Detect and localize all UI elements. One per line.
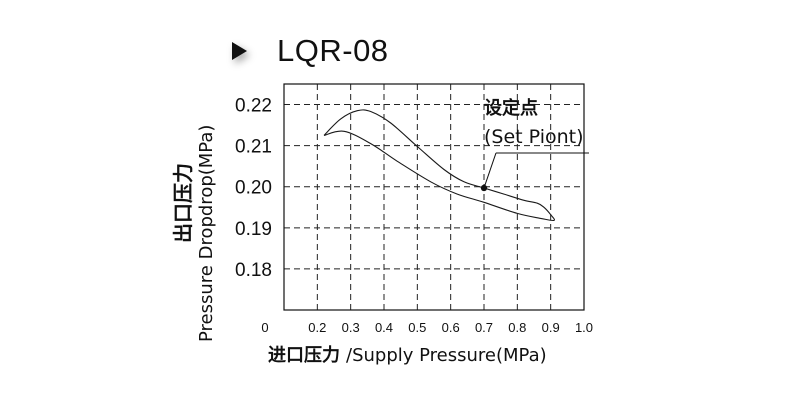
- chart-title-row: LQR-08: [232, 28, 389, 74]
- set-point-label-cn: 设定点: [484, 97, 538, 119]
- x-axis-title: 进口压力/Supply Pressure(MPa): [268, 345, 547, 366]
- y-axis-title-en: Pressure Dropdrop(MPa): [196, 125, 217, 342]
- y-axis-title: Pressure Dropdrop(MPa): [196, 125, 217, 342]
- x-tick-label: 0.8: [508, 320, 526, 335]
- plot-border: [283, 83, 585, 311]
- y-tick-label: 0.20: [235, 178, 272, 199]
- x-tick-labels: 0 0.2 0.3 0.4 0.5 0.6 0.7 0.8 0.9 1.0: [261, 320, 593, 335]
- x-tick-label: 0.2: [308, 320, 326, 335]
- x-axis-title-en: /Supply Pressure(MPa): [346, 345, 547, 366]
- x-tick-label: 1.0: [575, 320, 593, 335]
- series-line: [323, 109, 555, 222]
- y-axis-title-cn: 出口压力: [171, 163, 195, 243]
- x-tick-label: 0: [261, 320, 268, 335]
- x-tick-label: 0.4: [375, 320, 393, 335]
- y-tick-labels: 0.18 0.19 0.20 0.21 0.22: [235, 96, 272, 281]
- x-tick-label: 0.3: [342, 320, 360, 335]
- grid-lines: [284, 84, 585, 310]
- set-point-label-en: (Set Piont): [484, 126, 584, 148]
- x-axis-title-cn: 进口压力: [268, 345, 340, 366]
- y-tick-label: 0.18: [235, 260, 272, 281]
- x-tick-label: 0.5: [408, 320, 426, 335]
- set-point-leader-line: [483, 152, 497, 189]
- y-tick-label: 0.21: [235, 137, 272, 158]
- x-tick-label: 0.7: [475, 320, 493, 335]
- y-tick-label: 0.19: [235, 219, 272, 240]
- y-tick-label: 0.22: [235, 96, 272, 117]
- set-point-marker: [480, 184, 488, 192]
- x-axis-title-text: 进口压力/Supply Pressure(MPa): [268, 345, 547, 366]
- set-point-annotation: 设定点 (Set Piont): [480, 97, 589, 192]
- series-layer: [323, 109, 555, 222]
- play-triangle-icon: [232, 42, 247, 60]
- x-tick-label: 0.9: [542, 320, 560, 335]
- x-tick-label: 0.6: [442, 320, 460, 335]
- y-axis-title-cn-group: 出口压力: [171, 163, 195, 243]
- chart-title: LQR-08: [277, 33, 389, 68]
